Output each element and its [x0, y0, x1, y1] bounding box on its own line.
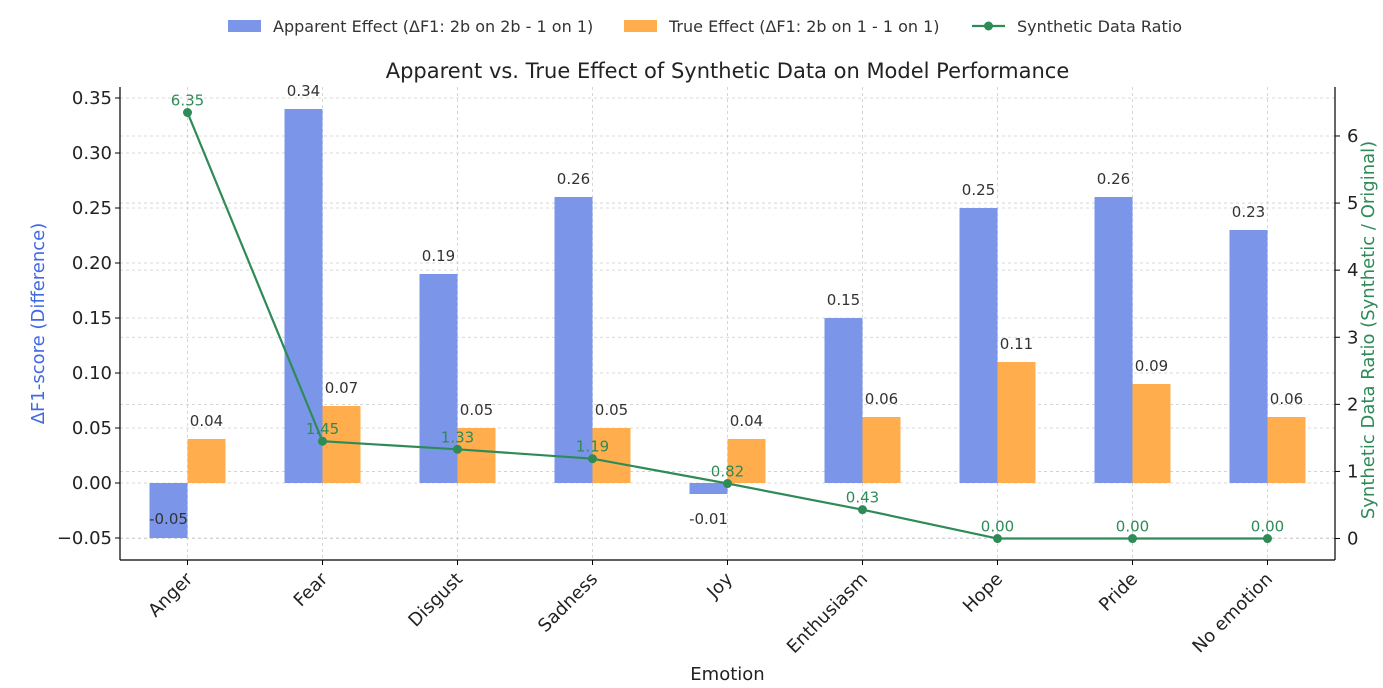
synthetic-ratio-point — [453, 444, 462, 454]
synthetic-ratio-point — [183, 107, 192, 117]
x-tick-label: Pride — [1095, 569, 1142, 616]
synthetic-ratio-label: 0.00 — [1116, 518, 1149, 536]
x-tick-label: Enthusiasm — [783, 569, 872, 658]
x-tick-label: No emotion — [1188, 569, 1277, 658]
true-effect-bar — [727, 439, 766, 483]
synthetic-ratio-label: 0.43 — [846, 489, 879, 507]
synthetic-ratio-point — [1128, 534, 1137, 544]
y-tick-label: 0.10 — [72, 363, 112, 384]
true-effect-label: 0.04 — [190, 412, 223, 430]
synthetic-ratio-point — [723, 479, 732, 489]
x-tick-label: Joy — [702, 568, 737, 603]
synthetic-ratio-label: 0.00 — [981, 518, 1014, 536]
apparent-effect-label: 0.19 — [422, 247, 455, 265]
synthetic-ratio-label: 1.33 — [441, 428, 474, 446]
apparent-effect-label: 0.26 — [557, 170, 590, 188]
synthetic-ratio-label: 1.19 — [576, 438, 609, 456]
synthetic-ratio-point — [1263, 534, 1272, 544]
y2-tick-label: 4 — [1347, 260, 1358, 281]
x-tick-label: Disgust — [404, 569, 467, 632]
apparent-effect-bar — [1094, 197, 1133, 483]
apparent-effect-label: 0.34 — [287, 82, 320, 100]
true-effect-bar — [187, 439, 226, 483]
y2-tick-label: 6 — [1347, 126, 1358, 147]
apparent-effect-bar — [554, 197, 593, 483]
true-effect-label: 0.05 — [595, 401, 628, 419]
synthetic-ratio-label: 1.45 — [306, 420, 339, 438]
x-tick-label: Fear — [290, 568, 333, 611]
synthetic-ratio-point — [993, 534, 1002, 544]
true-effect-label: 0.07 — [325, 379, 358, 397]
x-tick-label: Anger — [144, 568, 197, 621]
apparent-effect-bar — [1229, 230, 1268, 483]
y-tick-label: 0.30 — [72, 143, 112, 164]
true-effect-bar — [457, 428, 496, 483]
true-effect-label: 0.06 — [1270, 390, 1303, 408]
apparent-effect-bar — [284, 109, 323, 483]
bars-layer — [149, 109, 1306, 538]
apparent-effect-label: 0.15 — [827, 291, 860, 309]
y-tick-label: 0.35 — [72, 88, 112, 109]
y2-tick-label: 2 — [1347, 394, 1358, 415]
y-tick-label: 0.25 — [72, 198, 112, 219]
apparent-effect-label: -0.05 — [149, 510, 188, 528]
apparent-effect-label: -0.01 — [689, 510, 728, 528]
synthetic-ratio-point — [318, 436, 327, 446]
true-effect-label: 0.09 — [1135, 357, 1168, 375]
legend-synthetic-ratio-marker — [984, 21, 993, 31]
true-effect-label: 0.04 — [730, 412, 763, 430]
y2-tick-label: 0 — [1347, 529, 1358, 550]
true-effect-bar — [322, 406, 361, 483]
apparent-effect-bar — [824, 318, 863, 483]
legend-synthetic-ratio-label: Synthetic Data Ratio — [1017, 17, 1182, 36]
chart-title: Apparent vs. True Effect of Synthetic Da… — [386, 59, 1070, 83]
legend-true-effect-swatch — [624, 20, 657, 32]
true-effect-bar — [862, 417, 901, 483]
legend-true-effect-label: True Effect (ΔF1: 2b on 1 - 1 on 1) — [668, 17, 940, 36]
apparent-effect-label: 0.23 — [1232, 203, 1265, 221]
x-axis-title: Emotion — [690, 664, 764, 685]
true-effect-label: 0.05 — [460, 401, 493, 419]
true-effect-label: 0.11 — [1000, 335, 1033, 353]
synthetic-ratio-point — [858, 505, 867, 515]
y-axis-title: ΔF1-score (Difference) — [28, 223, 49, 425]
y-tick-label: −0.05 — [57, 528, 112, 549]
legend-apparent-effect-swatch — [228, 20, 261, 32]
apparent-effect-bar — [149, 483, 188, 538]
y2-tick-label: 5 — [1347, 193, 1358, 214]
true-effect-bar — [1132, 384, 1171, 483]
legend: Apparent Effect (ΔF1: 2b on 2b - 1 on 1)… — [228, 17, 1182, 36]
apparent-effect-label: 0.25 — [962, 181, 995, 199]
synthetic-ratio-label: 6.35 — [171, 91, 204, 109]
synthetic-ratio-label: 0.00 — [1251, 518, 1284, 536]
x-tick-label: Sadness — [534, 569, 602, 637]
apparent-effect-bar — [959, 208, 998, 483]
y-tick-label: 0.00 — [72, 473, 112, 494]
apparent-effect-bar — [689, 483, 728, 494]
synthetic-ratio-label: 0.82 — [711, 463, 744, 481]
y2-tick-label: 1 — [1347, 461, 1358, 482]
true-effect-label: 0.06 — [865, 390, 898, 408]
x-tick-label: Hope — [959, 569, 1007, 617]
legend-apparent-effect-label: Apparent Effect (ΔF1: 2b on 2b - 1 on 1) — [273, 17, 593, 36]
y2-tick-label: 3 — [1347, 327, 1358, 348]
y-tick-label: 0.20 — [72, 253, 112, 274]
line-layer — [183, 107, 1272, 544]
synthetic-ratio-point — [588, 454, 597, 464]
y-tick-label: 0.15 — [72, 308, 112, 329]
true-effect-bar — [592, 428, 631, 483]
y2-axis-title: Synthetic Data Ratio (Synthetic / Origin… — [1358, 141, 1379, 519]
true-effect-bar — [1267, 417, 1306, 483]
apparent-effect-label: 0.26 — [1097, 170, 1130, 188]
apparent-effect-bar — [419, 274, 458, 483]
y-tick-label: 0.05 — [72, 418, 112, 439]
labels-layer: -0.05 0.34 0.19 0.26 -0.01 0.15 0.25 0.26 0.23 0.… — [149, 82, 1303, 536]
true-effect-bar — [997, 362, 1036, 483]
